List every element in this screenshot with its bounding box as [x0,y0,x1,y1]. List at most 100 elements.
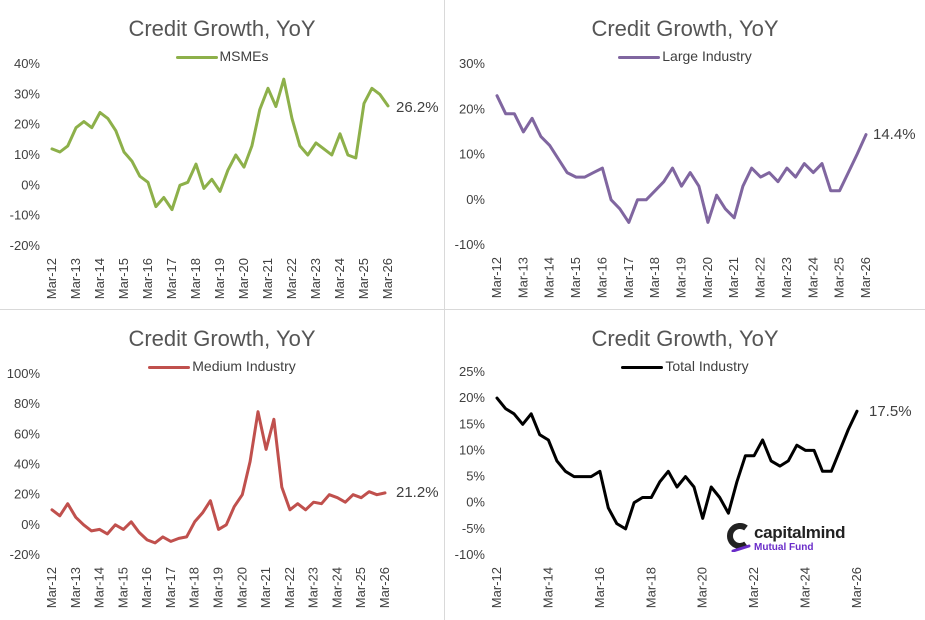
y-tick-label: 30% [459,56,485,71]
y-tick-label: -10% [455,547,486,562]
y-tick-label: 0% [466,192,485,207]
x-tick-label: Mar-25 [353,567,368,608]
x-tick-label: Mar-26 [380,258,395,299]
legend-swatch [618,55,661,59]
x-tick-label: Mar-22 [746,567,761,608]
y-tick-label: -5% [462,521,486,536]
capitalmind-c-icon [727,523,751,552]
x-tick-label: Mar-22 [753,257,768,298]
x-tick-label: Mar-22 [282,567,297,608]
x-tick-label: Mar-22 [284,258,299,299]
chart-title: Credit Growth, YoY [591,326,779,351]
x-tick-label: Mar-14 [92,258,107,299]
x-tick-label: Mar-20 [236,258,251,299]
x-tick-label: Mar-24 [798,567,813,608]
x-tick-label: Mar-21 [726,257,741,298]
end-value-label: 26.2% [396,99,439,116]
legend-label: Total Industry [665,358,749,374]
y-tick-label: -10% [455,237,486,252]
chart-plot: -20% 0% 20% 40% 60% 80% 100% Mar-12 Mar-13 Mar-14… [7,366,392,608]
x-tick-label: Mar-13 [68,567,83,608]
x-tick-label: Mar-18 [188,258,203,299]
x-tick-label: Mar-13 [68,258,83,299]
x-tick-label: Mar-15 [115,567,130,608]
chart-panel-large-industry: Credit Growth, YoY Large Industry -10% 0%… [445,0,925,310]
x-tick-label: Mar-21 [258,567,273,608]
x-tick-label: Mar-12 [44,567,59,608]
y-tick-label: 20% [459,390,485,405]
x-tick-label: Mar-16 [594,257,609,298]
chart-title: Credit Growth, YoY [128,326,316,351]
y-tick-label: 40% [14,457,40,472]
x-tick-label: Mar-16 [139,567,154,608]
y-tick-label: 0% [21,517,40,532]
x-tick-label: Mar-26 [858,257,873,298]
logo-c-arc [727,523,748,549]
x-tick-label: Mar-19 [211,567,226,608]
x-tick-label: Mar-17 [163,567,178,608]
y-tick-label: 5% [466,469,485,484]
y-tick-label: 10% [14,147,40,162]
y-tick-label: 100% [7,366,41,381]
x-tick-label: Mar-20 [695,567,710,608]
x-tick-label: Mar-16 [140,258,155,299]
legend-swatch [148,365,191,369]
x-tick-label: Mar-13 [515,257,530,298]
x-tick-label: Mar-15 [568,257,583,298]
y-tick-label: 10% [459,442,485,457]
x-tick-label: Mar-15 [116,258,131,299]
x-tick-label: Mar-12 [489,567,504,608]
x-tick-label: Mar-16 [592,567,607,608]
x-tick-label: Mar-24 [805,257,820,298]
y-tick-label: 0% [21,177,40,192]
end-value-label: 21.2% [396,484,439,501]
chart-panel-msmes: Credit Growth, YoY MSMEs -20% -10% 0% 10% 20… [0,0,445,310]
chart-legend: Total Industry [445,358,925,374]
chart-legend: Large Industry [445,48,925,64]
y-tick-label: 15% [459,416,485,431]
y-tick-label: 20% [14,487,40,502]
logo-underline [731,544,751,552]
x-tick-label: Mar-23 [779,257,794,298]
chart-legend: MSMEs [0,48,444,64]
legend-label: Large Industry [662,48,752,64]
y-tick-label: 80% [14,396,40,411]
chart-plot: -10% 0% 10% 20% 30% Mar-12 Mar-13 Mar-14 Mar-15 M… [455,56,873,298]
x-tick-label: Mar-19 [674,257,689,298]
legend-swatch [621,365,664,369]
y-tick-label: 60% [14,426,40,441]
series-line [495,94,868,224]
x-tick-label: Mar-25 [832,257,847,298]
x-tick-label: Mar-14 [540,567,555,608]
x-tick-label: Mar-18 [647,257,662,298]
legend-label: MSMEs [219,48,269,64]
capitalmind-logo: capitalmind Mutual Fund [727,522,867,556]
x-tick-label: Mar-26 [377,567,392,608]
end-value-label: 14.4% [873,126,916,143]
chart-title: Credit Growth, YoY [128,16,316,41]
chart-title: Credit Growth, YoY [591,16,779,41]
y-tick-label: 20% [14,117,40,132]
x-tick-label: Mar-17 [621,257,636,298]
chart-legend: Medium Industry [0,358,444,374]
x-tick-label: Mar-18 [643,567,658,608]
x-tick-label: Mar-24 [329,567,344,608]
logo-subtitle: Mutual Fund [754,542,814,553]
x-tick-label: Mar-19 [212,258,227,299]
y-tick-label: 25% [459,364,485,379]
x-tick-label: Mar-25 [356,258,371,299]
x-tick-label: Mar-12 [489,257,504,298]
x-tick-label: Mar-14 [542,257,557,298]
chart-panel-medium-industry: Credit Growth, YoY Medium Industry -20% 0… [0,310,445,620]
y-tick-label: 20% [459,101,485,116]
x-tick-label: Mar-23 [308,258,323,299]
y-tick-label: 30% [14,86,40,101]
series-line [50,77,390,212]
y-tick-label: -20% [10,238,41,253]
x-tick-label: Mar-21 [260,258,275,299]
y-tick-label: 0% [466,495,485,510]
chart-plot: -20% -10% 0% 10% 20% 30% 40% Mar-12 Mar-13 Mar-14… [10,56,395,299]
chart-plot: -10% -5% 0% 5% 10% 15% 20% 25% Mar-12 Mar-14 Mar-1… [455,364,864,608]
x-tick-label: Mar-26 [849,567,864,608]
